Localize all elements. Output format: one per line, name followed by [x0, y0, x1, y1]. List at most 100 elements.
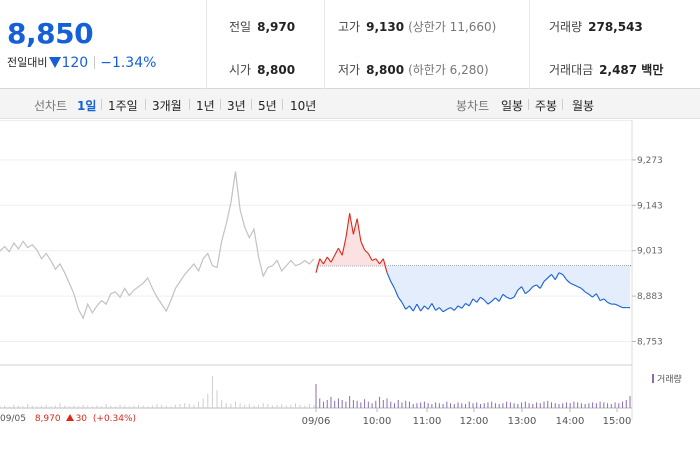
current-day-price-segment: [397, 296, 403, 303]
down-area-fill: [316, 265, 630, 312]
current-day-price-segment: [453, 305, 459, 311]
current-day-price-segment: [390, 281, 395, 289]
current-day-price-segment: [592, 293, 597, 298]
current-day-price-segment: [401, 302, 407, 310]
x-tick-label: 15:00: [603, 416, 632, 427]
period-1y[interactable]: 1년: [196, 99, 215, 113]
current-day-price-segment: [539, 281, 545, 289]
current-day-price-segment: [352, 218, 358, 235]
current-day-price-segment: [528, 286, 534, 292]
prev-close-stat: 전일 8,970: [229, 18, 295, 35]
volume-legend-label: 거래량: [657, 375, 682, 385]
change-percent: −1.34%: [100, 55, 157, 71]
current-day-price-segment: [569, 282, 575, 286]
current-day-price-segment: [431, 303, 437, 311]
prev-day-date: 09/05: [0, 414, 26, 424]
current-day-price-segment: [438, 307, 444, 313]
current-price-box: 8,850 전일대비 120 −1.34%: [0, 0, 207, 89]
high-value: 9,130: [366, 20, 405, 34]
y-tick-label: 9,273: [637, 156, 663, 166]
candle-monthly[interactable]: 월봉: [572, 99, 595, 113]
prev-day-price-line: [0, 171, 315, 320]
current-day-price-segment: [510, 296, 515, 300]
period-10y[interactable]: 10년: [290, 99, 317, 113]
current-day-price-segment: [427, 303, 433, 310]
current-day-price-segment: [532, 284, 537, 288]
current-day-price-segment: [487, 300, 493, 305]
current-day-price-segment: [393, 288, 399, 298]
up-area-fill: [316, 213, 630, 266]
y-tick-label: 9,013: [637, 247, 663, 257]
period-3m[interactable]: 3개월: [152, 99, 182, 113]
current-day-price-segment: [558, 272, 563, 275]
current-price: 8,850: [7, 17, 94, 50]
current-day-price-segment: [337, 247, 343, 256]
current-day-price-segment: [424, 305, 429, 310]
current-day-price-segment: [330, 254, 336, 263]
current-day-price-segment: [461, 303, 466, 309]
divider: [324, 0, 325, 89]
current-day-price-segment: [457, 305, 463, 309]
candle-daily[interactable]: 일봉: [501, 99, 524, 113]
high-stat: 고가 9,130 (상한가 11,660): [338, 18, 496, 35]
volume-legend: 거래량: [652, 372, 682, 385]
current-day-price-segment: [334, 247, 339, 256]
current-day-price-segment: [536, 284, 541, 289]
current-day-price-segment: [416, 303, 422, 312]
chart-period-toolbar: 선차트 1일 1주일 3개월 1년 3년 5년 10년 봉차트 일봉 주봉 월봉: [0, 89, 700, 119]
current-day-price-segment: [588, 293, 593, 298]
current-day-price-segment: [595, 293, 601, 301]
prev-day-change: 30: [75, 414, 88, 424]
current-day-price-segment: [543, 277, 549, 282]
x-tick-label: 13:00: [508, 416, 537, 427]
period-1w[interactable]: 1주일: [108, 99, 138, 113]
y-tick-label: 8,883: [637, 292, 663, 302]
x-tick-label: 11:00: [413, 416, 442, 427]
current-day-price-segment: [341, 237, 347, 256]
divider: [94, 56, 96, 69]
candle-weekly[interactable]: 주봉: [535, 99, 558, 113]
current-day-price-segment: [345, 213, 351, 238]
low-label: 저가: [338, 63, 361, 77]
current-day-price-segment: [386, 272, 392, 282]
current-day-price-segment: [525, 290, 530, 295]
open-stat: 시가 8,800: [229, 61, 295, 78]
current-day-price-segment: [367, 253, 373, 261]
period-1d[interactable]: 1일: [77, 99, 97, 113]
volume-label: 거래량: [549, 20, 583, 34]
current-day-price-segment: [584, 291, 590, 295]
line-chart-label: 선차트: [34, 99, 68, 113]
current-day-price-segment: [554, 272, 560, 280]
current-day-price-segment: [420, 305, 425, 312]
current-day-price-segment: [502, 293, 507, 298]
x-tick-label: 14:00: [556, 416, 585, 427]
current-day-price-segment: [603, 298, 608, 303]
prev-close-label: 전일: [229, 20, 252, 34]
low-value: 8,800: [366, 63, 405, 77]
price-chart[interactable]: 8,753 8,883 9,013 9,143 9,273 09/05 09/06 10:00…: [0, 120, 700, 450]
turnover-label: 거래대금: [549, 63, 594, 77]
current-day-price-segment: [468, 298, 474, 307]
current-day-price-segment: [349, 213, 354, 235]
y-tick-label: 9,143: [637, 201, 663, 211]
current-day-price-segment: [476, 296, 481, 303]
current-day-price-segment: [607, 301, 612, 305]
divider: [220, 99, 221, 110]
divider: [251, 99, 252, 110]
current-day-price-segment: [618, 305, 623, 309]
current-day-price-segment: [465, 302, 470, 307]
prev-day-summary: 09/05 8,970 30 (+0.34%): [0, 414, 136, 424]
change-label: 전일대비: [7, 56, 48, 69]
period-5y[interactable]: 5년: [258, 99, 277, 113]
current-day-price-segment: [442, 308, 448, 313]
prev-day-change-pct: (+0.34%): [92, 414, 137, 424]
divider: [189, 99, 190, 110]
candle-chart-label: 봉차트: [456, 99, 490, 113]
prev-close-value: 8,970: [257, 20, 296, 34]
current-day-price-segment: [409, 305, 414, 312]
open-value: 8,800: [257, 63, 296, 77]
quote-panel: 8,850 전일대비 120 −1.34% 전일 8,970 시가 8,800 고가 9,…: [0, 0, 700, 89]
period-3y[interactable]: 3년: [227, 99, 246, 113]
current-day-price-segment: [356, 218, 362, 242]
prev-day-close: 8,970: [34, 414, 61, 424]
